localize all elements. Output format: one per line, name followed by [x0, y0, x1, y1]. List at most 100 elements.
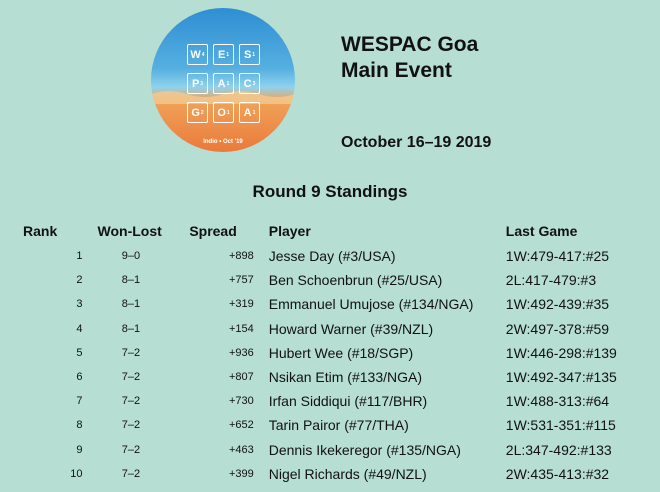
- event-title-line1: WESPAC Goa: [341, 33, 479, 56]
- standings-row: 10 7–2 +399 Nigel Richards (#49/NZL) 2W:435-…: [0, 462, 660, 486]
- col-last-game-header: Last Game: [505, 223, 578, 239]
- standings-row: 8 7–2 +652 Tarin Pairor (#77/THA) 1W:531-351…: [0, 413, 660, 437]
- logo-tile-score: 1: [226, 109, 230, 116]
- cell-spread: +757: [228, 274, 254, 287]
- standings-row: 7 7–2 +730 Irfan Siddiqui (#117/BHR) 1W:488-…: [0, 389, 660, 413]
- standings-row: 5 7–2 +936 Hubert Wee (#18/SGP) 1W:446-298:#…: [0, 341, 660, 365]
- logo-tile-score: 4: [201, 51, 205, 58]
- cell-player: Emmanuel Umujose (#134/NGA): [268, 296, 474, 313]
- cell-rank: 4: [76, 322, 83, 335]
- cell-spread: +319: [228, 298, 254, 311]
- logo-tile-score: 1: [252, 51, 256, 58]
- cell-player: Ben Schoenbrun (#25/USA): [268, 272, 443, 289]
- cell-rank: 3: [76, 298, 83, 311]
- cell-rank: 8: [76, 419, 83, 432]
- cell-wl: 7–2: [121, 346, 141, 359]
- cell-player: Dennis Ikekeregor (#135/NGA): [268, 441, 461, 458]
- logo-tile-letter: S: [243, 48, 252, 61]
- standings-row: 1 9–0 +898 Jesse Day (#3/USA) 1W:479-417:#25: [0, 244, 660, 268]
- cell-rank: 6: [76, 371, 83, 384]
- logo-tile-letter: C: [243, 77, 252, 90]
- cell-last: 1W:479-417:#25: [505, 248, 610, 265]
- cell-wl: 7–2: [121, 395, 141, 408]
- standings-row: 6 7–2 +807 Nsikan Etim (#133/NGA) 1W:492-347…: [0, 365, 660, 389]
- cell-spread: +898: [228, 250, 254, 263]
- cell-rank: 1: [76, 250, 83, 263]
- col-spread-header: Spread: [189, 223, 237, 239]
- logo-tile-letter: A: [217, 77, 226, 90]
- logo-tile-letter: P: [191, 77, 200, 90]
- cell-last: 1W:531-351:#115: [505, 417, 616, 434]
- cell-last: 1W:492-439:#35: [505, 296, 610, 313]
- cell-last: 1W:492-347:#135: [505, 369, 617, 386]
- cell-rank: 7: [76, 395, 83, 408]
- cell-player: Howard Warner (#39/NZL): [268, 320, 434, 337]
- logo-tile-letter: O: [217, 106, 226, 119]
- cell-wl: 7–2: [121, 467, 141, 480]
- cell-spread: +730: [228, 395, 254, 408]
- cell-player: Irfan Siddiqui (#117/BHR): [268, 393, 428, 410]
- standings-table: Rank Won-Lost Spread Player Last Game 1 9…: [0, 218, 660, 486]
- cell-wl: 8–1: [121, 298, 141, 311]
- cell-last: 2L:347-492:#133: [505, 441, 612, 458]
- logo-tile-letter: A: [243, 106, 252, 119]
- cell-rank: 10: [70, 467, 83, 480]
- standings-row: 3 8–1 +319 Emmanuel Umujose (#134/NGA) 1W:49…: [0, 292, 660, 316]
- standings-header-row: Rank Won-Lost Spread Player Last Game: [0, 218, 660, 244]
- logo-tile-letter: E: [217, 48, 226, 61]
- logo-tile-score: 3: [200, 80, 204, 87]
- col-won-lost-header: Won-Lost: [97, 223, 162, 239]
- standings-row: 9 7–2 +463 Dennis Ikekeregor (#135/NGA) 2L:3…: [0, 438, 660, 462]
- wave-graphic: [151, 91, 295, 104]
- cell-spread: +463: [228, 443, 254, 456]
- cell-wl: 8–1: [121, 274, 141, 287]
- cell-player: Hubert Wee (#18/SGP): [268, 344, 414, 361]
- cell-wl: 7–2: [121, 371, 141, 384]
- logo-tile-letter: G: [191, 106, 200, 119]
- cell-spread: +652: [228, 419, 254, 432]
- cell-wl: 7–2: [121, 443, 141, 456]
- logo-caption: Indio • Oct '19: [203, 139, 243, 145]
- cell-last: 1W:488-313:#64: [505, 393, 610, 410]
- logo-tile-score: 1: [226, 80, 230, 87]
- cell-wl: 9–0: [121, 250, 141, 263]
- cell-rank: 5: [76, 346, 83, 359]
- cell-spread: +936: [228, 346, 254, 359]
- logo-tile-score: 2: [200, 109, 204, 116]
- event-title-line2: Main Event: [341, 59, 452, 82]
- logo-tile-score: 1: [252, 109, 256, 116]
- logo-tile-score: 3: [252, 80, 256, 87]
- cell-spread: +154: [228, 322, 254, 335]
- cell-wl: 8–1: [121, 322, 141, 335]
- col-rank-header: Rank: [23, 223, 58, 239]
- standings-row: 4 8–1 +154 Howard Warner (#39/NZL) 2W:497-37…: [0, 317, 660, 341]
- cell-player: Nigel Richards (#49/NZL): [268, 465, 427, 482]
- cell-last: 2W:497-378:#59: [505, 320, 610, 337]
- cell-spread: +807: [228, 371, 254, 384]
- standings-row: 2 8–1 +757 Ben Schoenbrun (#25/USA) 2L:417-4…: [0, 268, 660, 292]
- cell-rank: 9: [76, 443, 83, 456]
- cell-rank: 2: [76, 274, 83, 287]
- logo-tile-score: 1: [226, 51, 230, 58]
- col-player-header: Player: [268, 223, 311, 239]
- cell-last: 2W:435-413:#32: [505, 465, 610, 482]
- event-title: WESPAC Goa Main Event: [341, 32, 478, 84]
- cell-player: Jesse Day (#3/USA): [268, 248, 396, 265]
- standings-heading: Round 9 Standings: [252, 182, 408, 201]
- logo-tile-letter: W: [190, 48, 201, 61]
- cell-player: Nsikan Etim (#133/NGA): [268, 369, 423, 386]
- event-date: October 16–19 2019: [341, 134, 492, 151]
- cell-last: 1W:446-298:#139: [505, 344, 617, 361]
- cell-last: 2L:417-479:#3: [505, 272, 597, 289]
- cell-spread: +399: [228, 467, 254, 480]
